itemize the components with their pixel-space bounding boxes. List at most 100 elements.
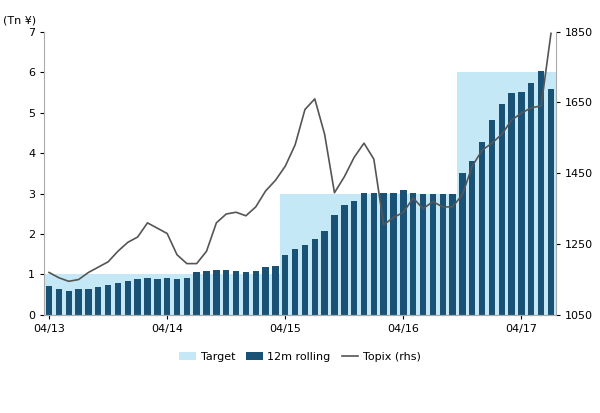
Bar <box>260 275 271 315</box>
Bar <box>506 72 517 315</box>
Bar <box>221 275 231 315</box>
Bar <box>457 72 467 315</box>
Bar <box>144 278 151 315</box>
Bar <box>95 287 101 315</box>
Bar <box>123 275 133 315</box>
Bar <box>282 255 289 315</box>
Bar <box>329 194 340 315</box>
Bar <box>233 271 239 315</box>
Bar <box>272 266 278 315</box>
Bar <box>54 275 64 315</box>
Bar <box>359 194 369 315</box>
Bar <box>391 193 397 315</box>
Bar <box>400 190 407 315</box>
Bar <box>242 273 249 315</box>
Bar <box>418 194 428 315</box>
Bar <box>398 194 408 315</box>
Bar <box>172 275 182 315</box>
Bar <box>371 193 377 315</box>
Bar <box>154 278 161 315</box>
Bar <box>115 282 121 315</box>
Bar <box>369 194 379 315</box>
Bar <box>379 194 389 315</box>
Bar <box>322 231 328 315</box>
Bar <box>251 275 260 315</box>
Bar <box>351 201 358 315</box>
Bar <box>223 270 229 315</box>
Bar <box>290 194 300 315</box>
Bar <box>467 72 477 315</box>
Bar <box>85 289 92 315</box>
Bar <box>428 194 438 315</box>
Bar <box>105 285 112 315</box>
Bar <box>526 72 536 315</box>
Text: (Tn ¥): (Tn ¥) <box>3 16 37 26</box>
Legend: Target, 12m rolling, Topix (rhs): Target, 12m rolling, Topix (rhs) <box>175 347 425 366</box>
Bar <box>479 142 485 315</box>
Bar <box>528 83 535 315</box>
Bar <box>133 275 143 315</box>
Bar <box>143 275 152 315</box>
Bar <box>517 72 526 315</box>
Bar <box>280 194 290 315</box>
Bar <box>477 72 487 315</box>
Bar <box>310 194 320 315</box>
Bar <box>262 267 269 315</box>
Bar <box>499 104 505 315</box>
Bar <box>76 289 82 315</box>
Bar <box>83 275 94 315</box>
Bar <box>361 193 367 315</box>
Bar <box>164 278 170 315</box>
Bar <box>65 291 72 315</box>
Bar <box>449 195 456 315</box>
Bar <box>538 71 544 315</box>
Bar <box>440 195 446 315</box>
Bar <box>420 195 426 315</box>
Bar <box>94 275 103 315</box>
Bar <box>292 249 298 315</box>
Bar <box>508 93 515 315</box>
Bar <box>182 275 192 315</box>
Bar <box>548 89 554 315</box>
Bar <box>152 275 162 315</box>
Bar <box>213 271 220 315</box>
Bar <box>320 194 329 315</box>
Bar <box>46 286 52 315</box>
Bar <box>389 194 398 315</box>
Bar <box>448 194 457 315</box>
Bar <box>193 273 200 315</box>
Bar <box>211 275 221 315</box>
Bar <box>202 275 211 315</box>
Bar <box>184 278 190 315</box>
Bar <box>341 205 347 315</box>
Bar <box>271 275 280 315</box>
Bar <box>340 194 349 315</box>
Bar <box>103 275 113 315</box>
Bar <box>253 271 259 315</box>
Bar <box>469 161 475 315</box>
Bar <box>349 194 359 315</box>
Bar <box>241 275 251 315</box>
Bar <box>174 278 180 315</box>
Bar <box>487 72 497 315</box>
Bar <box>459 173 466 315</box>
Bar <box>231 275 241 315</box>
Bar <box>125 280 131 315</box>
Bar <box>162 275 172 315</box>
Bar <box>536 72 546 315</box>
Bar <box>113 275 123 315</box>
Bar <box>64 275 74 315</box>
Bar <box>192 275 202 315</box>
Bar <box>546 72 556 315</box>
Bar <box>203 271 210 315</box>
Bar <box>518 92 524 315</box>
Bar <box>489 120 495 315</box>
Bar <box>410 193 416 315</box>
Bar <box>380 193 387 315</box>
Bar <box>438 194 448 315</box>
Bar <box>74 275 83 315</box>
Bar <box>44 275 54 315</box>
Bar <box>331 215 338 315</box>
Bar <box>408 194 418 315</box>
Bar <box>430 195 436 315</box>
